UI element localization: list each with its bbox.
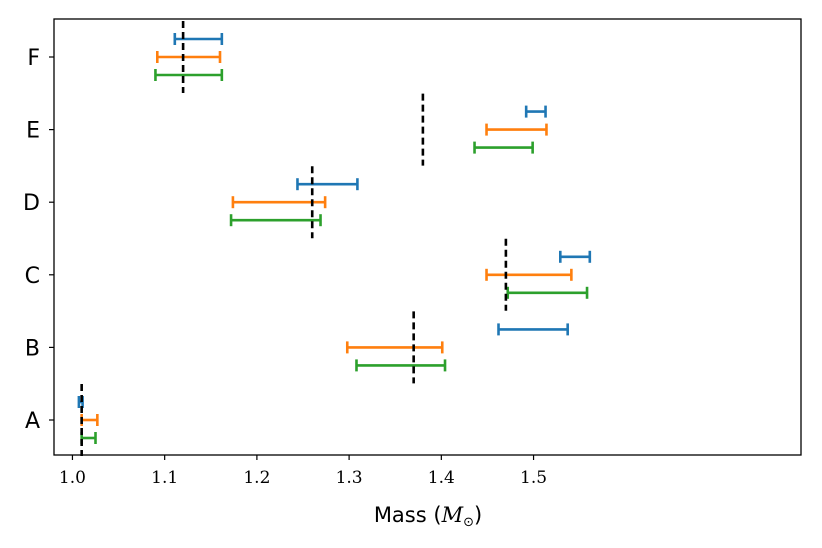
error-bar-d-series-2 — [231, 196, 327, 209]
error-bar-b-series-3 — [355, 359, 447, 372]
y-axis-ticks: A B C D E F — [23, 46, 54, 434]
error-bar-a-series-3 — [80, 432, 97, 444]
error-bar-c-series-3 — [506, 286, 589, 299]
y-tick-label-c: C — [25, 264, 40, 289]
error-bar-f-series-2 — [155, 51, 222, 63]
x-tick-label: 1.0 — [59, 468, 86, 488]
error-bar-b-series-2 — [345, 341, 444, 354]
error-bar-c-series-1 — [558, 250, 592, 263]
x-tick-label: 1.3 — [336, 468, 363, 488]
y-tick-label-a: A — [25, 409, 40, 434]
error-bar-d-series-3 — [229, 214, 322, 227]
plot-frame — [53, 18, 802, 456]
error-bar-e-series-1 — [524, 105, 547, 118]
x-axis-label: Mass (M⊙) — [374, 503, 482, 530]
x-tick-label: 1.1 — [151, 468, 178, 488]
error-bar-b-series-1 — [497, 323, 569, 336]
y-tick-label-d: D — [23, 191, 40, 216]
error-bar-f-series-3 — [154, 69, 224, 81]
x-tick-label: 1.5 — [520, 468, 547, 488]
y-tick-label-b: B — [25, 336, 40, 361]
y-tick-label-e: E — [26, 119, 40, 144]
x-axis-ticks: 1.0 1.1 1.2 1.3 1.4 1.5 — [59, 455, 547, 488]
plot-layer — [77, 21, 592, 456]
error-bar-d-series-1 — [296, 178, 359, 191]
error-bar-a-series-2 — [80, 414, 99, 426]
error-bar-e-series-3 — [473, 141, 534, 154]
error-bar-c-series-2 — [485, 268, 573, 281]
x-tick-label: 1.4 — [428, 468, 455, 488]
error-bar-e-series-2 — [485, 123, 548, 136]
x-tick-label: 1.2 — [243, 468, 270, 488]
y-tick-label-f: F — [27, 46, 40, 71]
